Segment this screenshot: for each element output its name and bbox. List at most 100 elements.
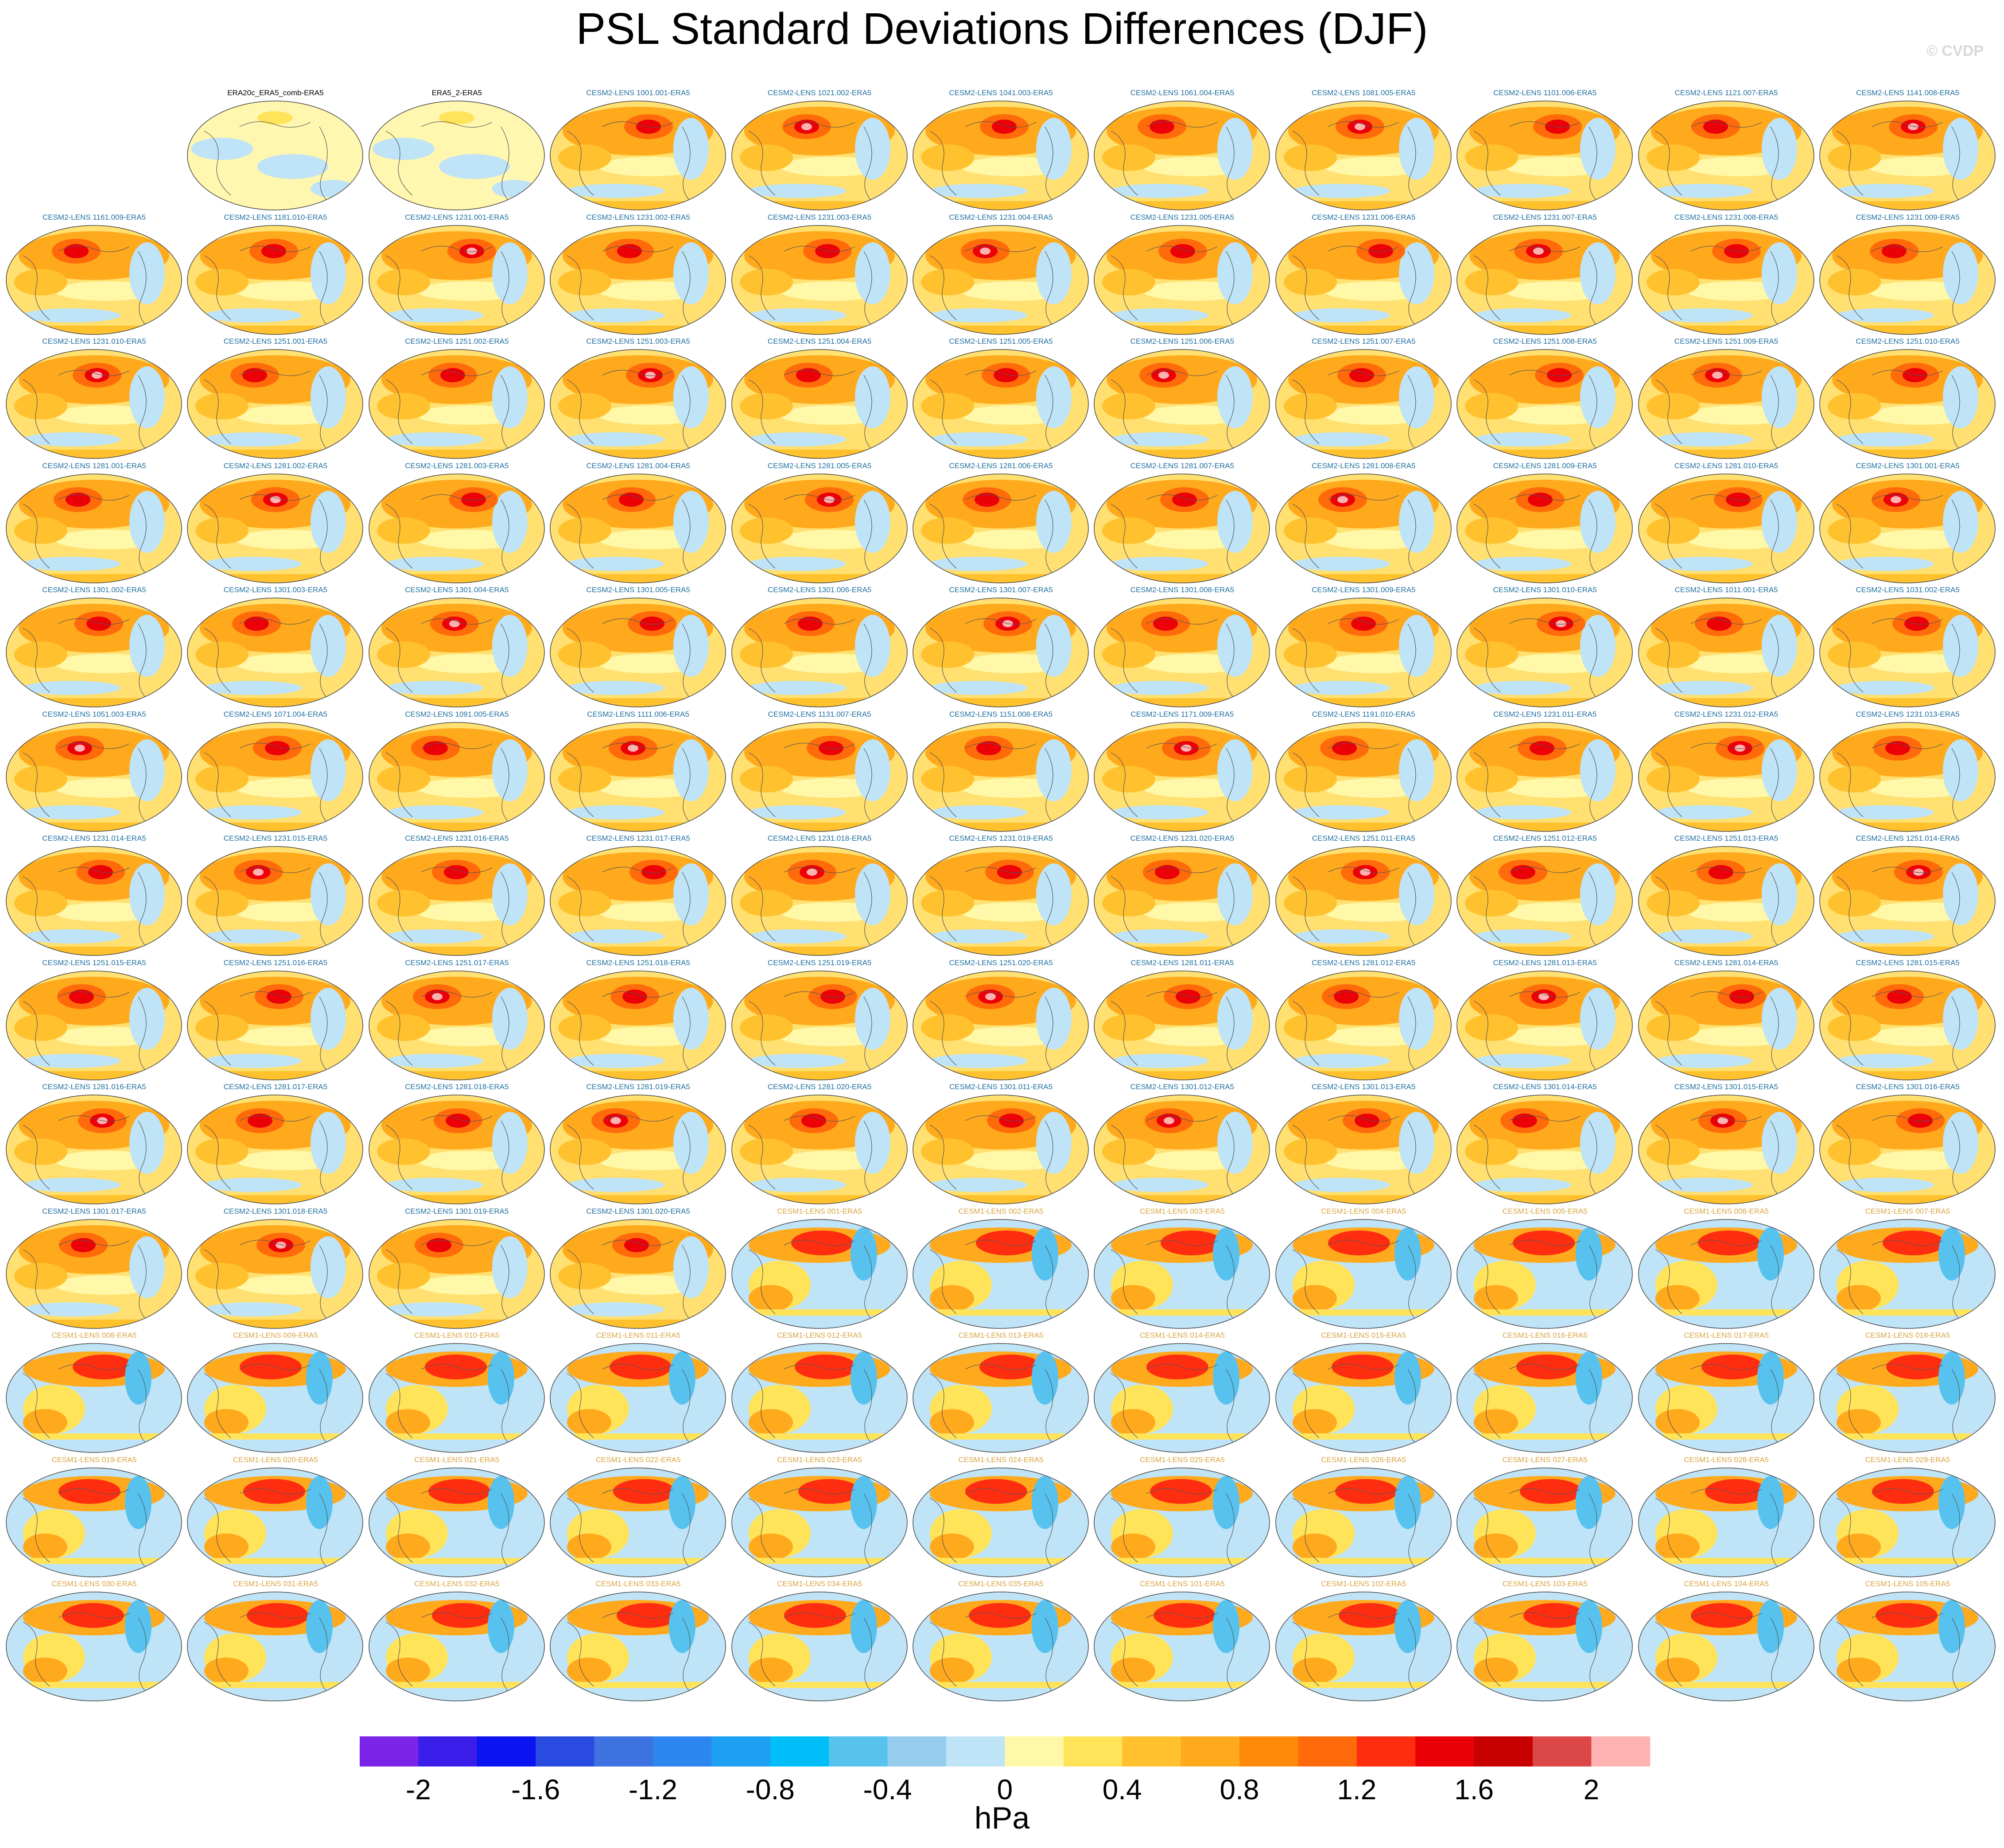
map-plot — [731, 1343, 908, 1453]
map-panel-title: CESM2-LENS 1251.007-ERA5 — [1312, 337, 1416, 346]
map-panel: ERA5_2-ERA5 — [367, 89, 547, 214]
map-plot — [1638, 1095, 1814, 1204]
map-plot — [1094, 1592, 1270, 1701]
map-panel-title: CESM2-LENS 1301.019-ERA5 — [405, 1207, 509, 1215]
map-plot — [187, 1219, 364, 1329]
map-panel: CESM1-LENS 102-ERA5 — [1274, 1580, 1453, 1704]
colorbar-box — [653, 1736, 712, 1766]
map-panel-title: ERA5_2-ERA5 — [431, 89, 482, 97]
map-panel-title: CESM2-LENS 1231.001-ERA5 — [405, 213, 509, 221]
map-plot — [1638, 1467, 1814, 1577]
map-plot — [1638, 473, 1814, 583]
map-panel: CESM1-LENS 009-ERA5 — [186, 1331, 365, 1456]
map-panel: CESM1-LENS 002-ERA5 — [911, 1207, 1091, 1332]
map-panel: CESM2-LENS 1251.004-ERA5 — [730, 337, 909, 462]
map-plot — [187, 1095, 364, 1204]
map-panel-title: CESM2-LENS 1251.003-ERA5 — [586, 337, 690, 346]
map-plot — [913, 1219, 1089, 1329]
map-panel: CESM1-LENS 030-ERA5 — [4, 1580, 184, 1704]
map-panel-title: CESM2-LENS 1251.019-ERA5 — [767, 958, 872, 967]
map-panel: CESM2-LENS 1281.007-ERA5 — [1092, 462, 1272, 586]
map-plot — [187, 349, 364, 459]
map-plot — [369, 846, 545, 956]
map-panel-title: CESM1-LENS 015-ERA5 — [1321, 1331, 1406, 1339]
map-panel-title: CESM2-LENS 1251.009-ERA5 — [1674, 337, 1779, 346]
map-panel-title: CESM1-LENS 021-ERA5 — [414, 1455, 500, 1464]
map-panel-title: CESM2-LENS 1171.009-ERA5 — [1130, 710, 1234, 718]
map-panel-title: ERA20c_ERA5_comb-ERA5 — [227, 89, 324, 97]
map-panel-title: CESM1-LENS 027-ERA5 — [1502, 1455, 1588, 1464]
map-panel: CESM2-LENS 1021.002-ERA5 — [730, 89, 909, 214]
map-panel: CESM2-LENS 1281.006-ERA5 — [911, 462, 1091, 586]
map-panel-title: CESM2-LENS 1231.002-ERA5 — [586, 213, 690, 221]
map-panel: CESM2-LENS 1251.015-ERA5 — [4, 959, 184, 1083]
map-plot — [1819, 598, 1996, 707]
map-panel-title: CESM2-LENS 1251.012-ERA5 — [1493, 834, 1597, 842]
map-panel-title: CESM2-LENS 1041.003-ERA5 — [949, 89, 1053, 97]
map-panel-title: CESM2-LENS 1251.015-ERA5 — [42, 958, 146, 967]
map-panel-title: CESM1-LENS 103-ERA5 — [1502, 1580, 1588, 1588]
map-panel-title: CESM2-LENS 1301.004-ERA5 — [405, 586, 509, 594]
map-panel: CESM1-LENS 015-ERA5 — [1274, 1331, 1453, 1456]
map-panel-title: CESM2-LENS 1301.015-ERA5 — [1674, 1083, 1779, 1091]
map-panel: CESM2-LENS 1081.005-ERA5 — [1274, 89, 1453, 214]
map-panel-title: CESM2-LENS 1231.003-ERA5 — [767, 213, 872, 221]
map-plot — [550, 473, 726, 583]
map-panel: CESM2-LENS 1231.007-ERA5 — [1455, 213, 1635, 338]
map-panel-title: CESM2-LENS 1231.009-ERA5 — [1856, 213, 1960, 221]
map-plot — [1819, 225, 1996, 335]
map-panel: CESM2-LENS 1231.019-ERA5 — [911, 834, 1091, 959]
map-panel-title: CESM2-LENS 1031.002-ERA5 — [1856, 586, 1960, 594]
map-plot — [1094, 970, 1270, 1080]
page-title: PSL Standard Deviations Differences (DJF… — [576, 4, 1428, 54]
map-panel: CESM1-LENS 010-ERA5 — [367, 1331, 547, 1456]
map-plot — [1275, 1219, 1452, 1329]
map-panel-title: CESM2-LENS 1001.001-ERA5 — [586, 89, 690, 97]
map-panel-title: CESM2-LENS 1281.009-ERA5 — [1493, 461, 1597, 470]
map-plot — [550, 1219, 726, 1329]
map-plot — [369, 349, 545, 459]
colorbar-box — [1063, 1736, 1122, 1766]
map-plot — [1819, 970, 1996, 1080]
map-plot — [1638, 1343, 1814, 1453]
map-panel-title: CESM2-LENS 1121.007-ERA5 — [1674, 89, 1778, 97]
map-plot — [1275, 598, 1452, 707]
map-panel: CESM2-LENS 1301.007-ERA5 — [911, 586, 1091, 710]
map-plot — [1456, 1343, 1633, 1453]
map-panel-title: CESM1-LENS 024-ERA5 — [958, 1455, 1044, 1464]
map-panel-title: CESM1-LENS 025-ERA5 — [1139, 1455, 1225, 1464]
map-panel: CESM2-LENS 1231.011-ERA5 — [1455, 710, 1635, 835]
map-panel-title: CESM2-LENS 1071.004-ERA5 — [223, 710, 328, 718]
map-panel: CESM2-LENS 1231.012-ERA5 — [1637, 710, 1816, 835]
colorbar-box — [1181, 1736, 1240, 1766]
map-panel-title: CESM2-LENS 1301.013-ERA5 — [1312, 1083, 1416, 1091]
map-plot — [6, 473, 182, 583]
map-plot — [550, 970, 726, 1080]
map-panel: CESM1-LENS 103-ERA5 — [1455, 1580, 1635, 1704]
map-panel-title: CESM1-LENS 034-ERA5 — [777, 1580, 862, 1588]
map-panel-title: CESM2-LENS 1251.004-ERA5 — [767, 337, 872, 346]
map-panel: CESM1-LENS 035-ERA5 — [911, 1580, 1091, 1704]
map-panel-title: CESM2-LENS 1231.014-ERA5 — [42, 834, 146, 842]
map-panel-title: CESM1-LENS 006-ERA5 — [1684, 1207, 1769, 1215]
map-panel: CESM2-LENS 1231.018-ERA5 — [730, 834, 909, 959]
colorbar-box — [770, 1736, 829, 1766]
map-panel-title: CESM2-LENS 1251.014-ERA5 — [1856, 834, 1960, 842]
map-panel-title: CESM2-LENS 1251.011-ERA5 — [1312, 834, 1415, 842]
map-panel: CESM1-LENS 026-ERA5 — [1274, 1456, 1453, 1580]
map-plot — [1275, 473, 1452, 583]
map-panel: CESM2-LENS 1301.004-ERA5 — [367, 586, 547, 710]
map-panel-title: CESM2-LENS 1281.004-ERA5 — [586, 461, 690, 470]
colorbar-box — [1298, 1736, 1357, 1766]
map-plot — [731, 349, 908, 459]
map-panel: CESM2-LENS 1251.002-ERA5 — [367, 337, 547, 462]
map-panel: CESM2-LENS 1091.005-ERA5 — [367, 710, 547, 835]
map-panel-title: CESM2-LENS 1301.016-ERA5 — [1856, 1083, 1960, 1091]
map-plot — [187, 1467, 364, 1577]
map-plot — [1094, 1343, 1270, 1453]
map-panel: CESM1-LENS 101-ERA5 — [1092, 1580, 1272, 1704]
map-panel: CESM1-LENS 008-ERA5 — [4, 1331, 184, 1456]
map-plot — [1819, 1592, 1996, 1701]
map-panel: CESM2-LENS 1191.010-ERA5 — [1274, 710, 1453, 835]
map-panel-title: CESM2-LENS 1281.008-ERA5 — [1312, 461, 1416, 470]
